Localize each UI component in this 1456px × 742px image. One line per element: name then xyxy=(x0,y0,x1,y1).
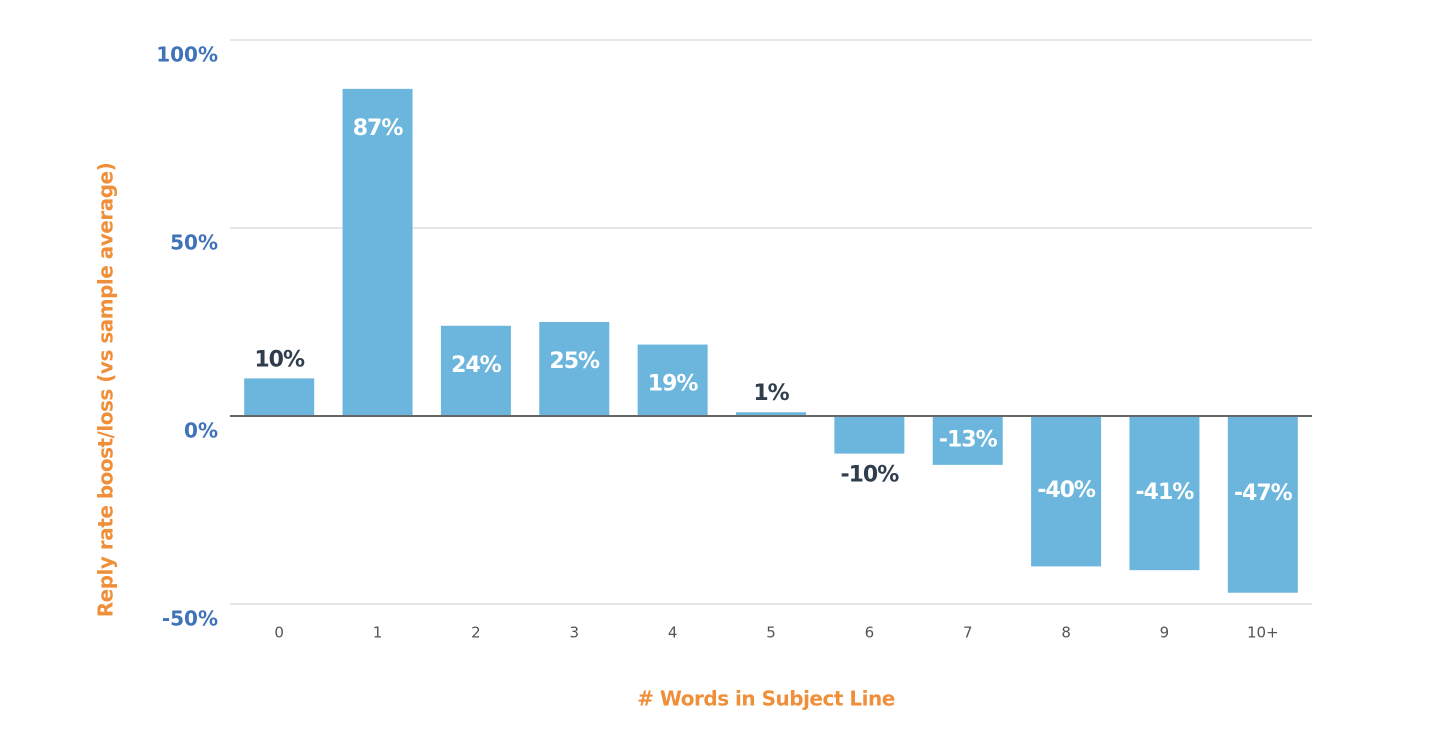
y-tick-label: 0% xyxy=(184,419,218,443)
bar xyxy=(244,378,315,416)
value-label: -40% xyxy=(1037,478,1096,503)
y-tick-label: 100% xyxy=(156,43,218,67)
x-tick-label: 5 xyxy=(766,624,776,642)
bar xyxy=(932,416,1003,465)
bar xyxy=(1031,416,1102,567)
x-tick-label: 7 xyxy=(963,624,973,642)
value-label: -47% xyxy=(1234,481,1293,506)
value-label: 25% xyxy=(549,349,600,374)
value-label: -41% xyxy=(1136,480,1195,505)
x-tick-label: 8 xyxy=(1061,624,1071,642)
value-label: 10% xyxy=(254,347,305,372)
bar xyxy=(834,416,905,454)
x-tick-label: 6 xyxy=(865,624,875,642)
x-tick-label: 3 xyxy=(569,624,579,642)
value-label: 1% xyxy=(753,381,789,406)
bar xyxy=(1129,416,1200,571)
x-tick-label: 0 xyxy=(274,624,284,642)
x-tick-label: 10+ xyxy=(1247,624,1279,642)
value-label: -10% xyxy=(840,463,899,488)
bar xyxy=(440,325,511,416)
y-axis-title: Reply rate boost/loss (vs sample average… xyxy=(94,163,118,617)
value-label: -13% xyxy=(939,427,998,452)
bar xyxy=(736,412,806,416)
bar xyxy=(342,88,413,416)
bar xyxy=(539,322,610,416)
x-axis-title: # Words in Subject Line xyxy=(637,687,895,711)
bar xyxy=(1227,416,1298,593)
value-label: 87% xyxy=(353,116,404,141)
y-tick-label: 50% xyxy=(170,231,218,255)
value-label: 19% xyxy=(648,372,699,397)
x-tick-label: 4 xyxy=(668,624,678,642)
x-tick-label: 1 xyxy=(373,624,383,642)
x-tick-label: 2 xyxy=(471,624,481,642)
x-tick-label: 9 xyxy=(1160,624,1170,642)
bar xyxy=(637,344,708,416)
y-tick-label: -50% xyxy=(162,607,218,631)
value-label: 24% xyxy=(451,353,502,378)
